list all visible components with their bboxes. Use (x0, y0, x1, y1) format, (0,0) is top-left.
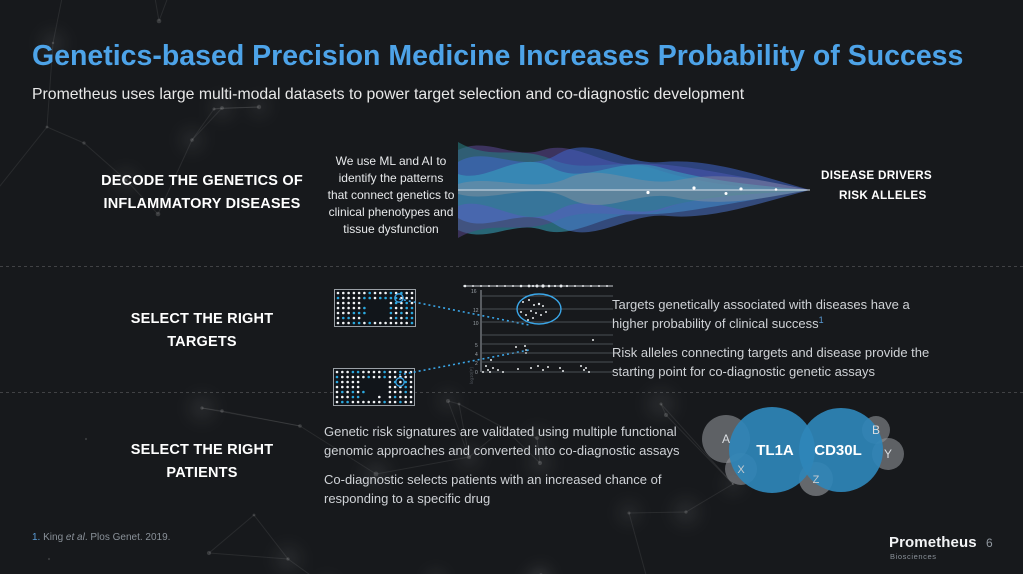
svg-text:TL1A: TL1A (756, 442, 794, 459)
svg-text:Y: Y (884, 447, 892, 461)
svg-text:Z: Z (813, 474, 820, 486)
svg-text:0: 0 (475, 370, 478, 376)
svg-text:12: 12 (473, 308, 479, 314)
svg-text:B: B (872, 423, 880, 437)
svg-text:4: 4 (475, 352, 478, 358)
svg-text:CD30L: CD30L (814, 442, 862, 459)
svg-text:2: 2 (475, 361, 478, 367)
svg-text:10: 10 (473, 321, 479, 327)
svg-text:16: 16 (471, 289, 477, 295)
svg-text:log10(P): log10(P) (469, 366, 474, 384)
svg-text:A: A (722, 432, 730, 446)
svg-text:5: 5 (475, 343, 478, 349)
svg-text:X: X (737, 464, 745, 476)
